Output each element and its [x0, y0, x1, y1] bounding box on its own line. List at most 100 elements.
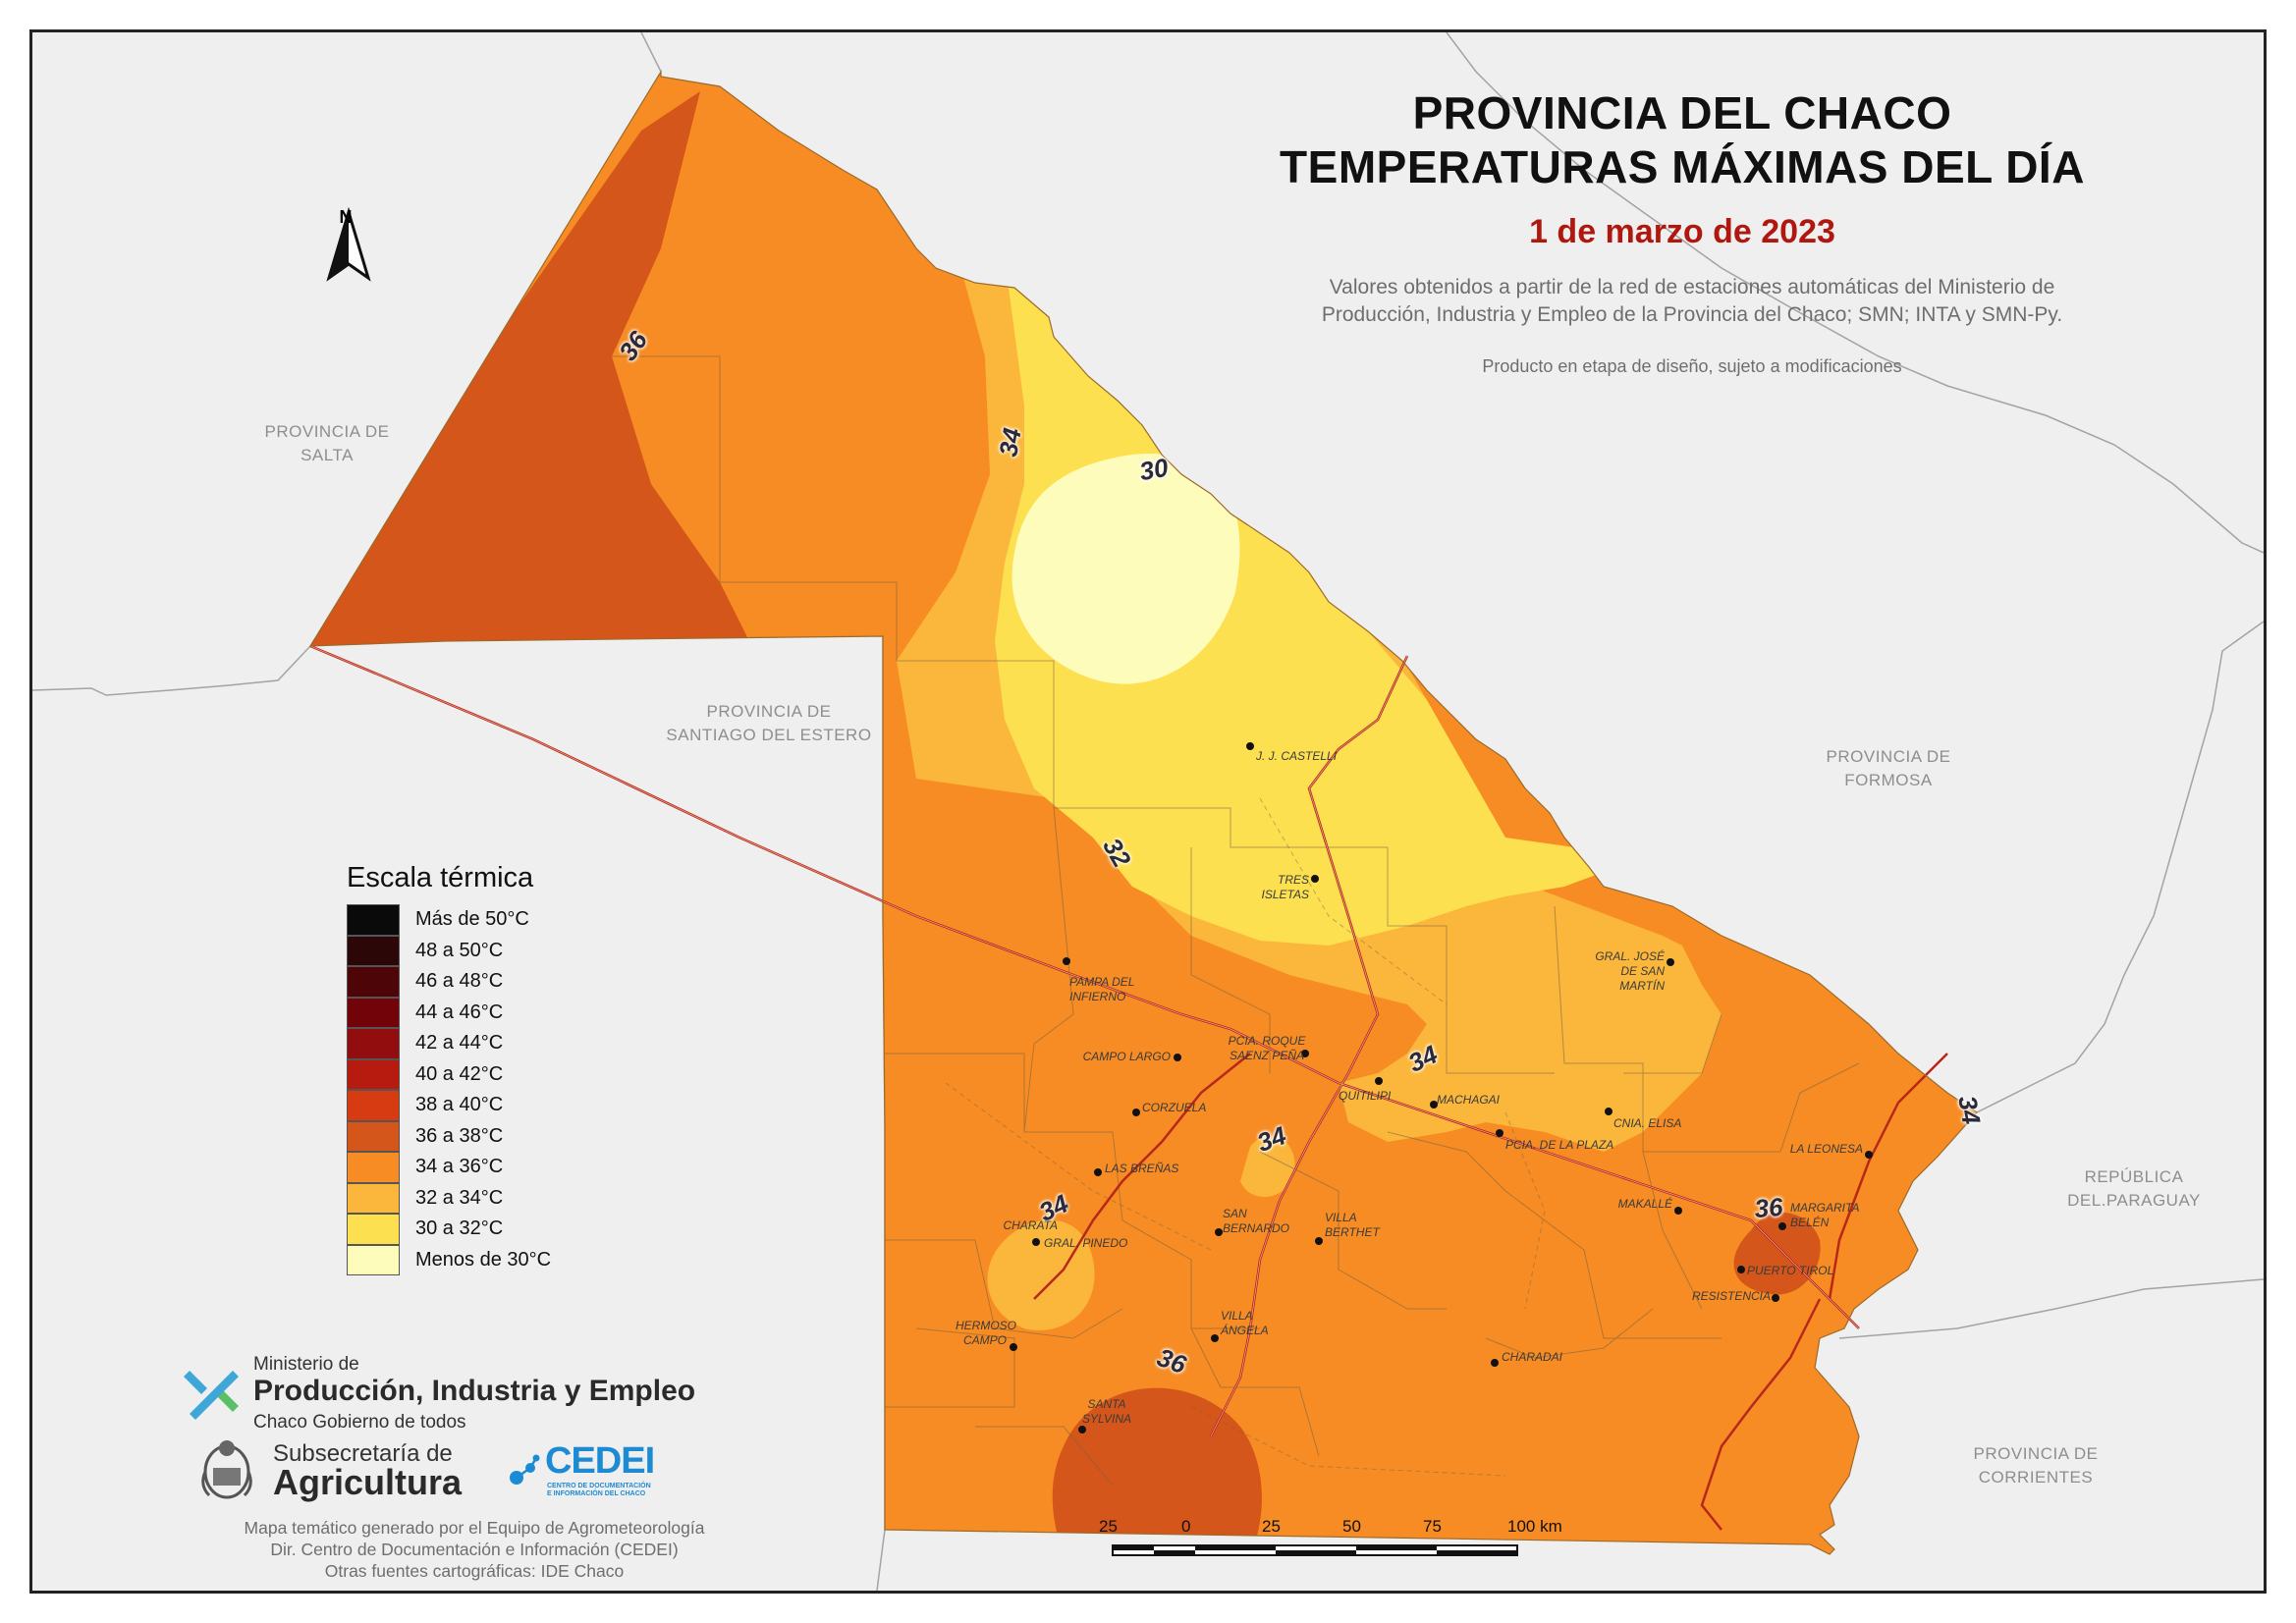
town-label: LAS BREÑAS: [1105, 1162, 1179, 1175]
legend-swatch: [347, 1214, 400, 1245]
town-marker: [1605, 1108, 1613, 1115]
legend-label: 34 a 36°C: [415, 1156, 504, 1178]
legend-item: 30 a 32°C: [347, 1214, 551, 1245]
town-marker: [1174, 1054, 1181, 1061]
town-marker: [1667, 958, 1674, 966]
legend-label: 46 a 48°C: [415, 970, 504, 993]
town-label: MARGARITA BELÉN: [1790, 1201, 1860, 1229]
region-salta: PROVINCIA DE SALTA: [264, 422, 390, 464]
town-marker: [1061, 1203, 1068, 1211]
town-label: VILLA ÁNGELA: [1221, 1309, 1269, 1337]
region-corrientes: PROVINCIA DE CORRIENTES: [1973, 1444, 2099, 1487]
legend-item: Más de 50°C: [347, 904, 551, 936]
town-label: CNIA. ELISA: [1613, 1116, 1682, 1130]
legend-swatch: [347, 904, 400, 936]
legend-title: Escala térmica: [347, 862, 534, 893]
legend-label: 42 a 44°C: [415, 1032, 504, 1055]
map-date: 1 de marzo de 2023: [1529, 213, 1835, 250]
town-marker: [1375, 1077, 1383, 1085]
legend-item: 48 a 50°C: [347, 935, 551, 966]
town-label: PUERTO TIROL: [1747, 1264, 1834, 1277]
town-label: GRAL. PINEDO: [1044, 1236, 1128, 1250]
subsecretaria-small-text: Subsecretaría de: [273, 1440, 453, 1467]
town-label: TRES ISLETAS: [1261, 873, 1309, 901]
town-label: CHARATA: [1003, 1218, 1058, 1232]
town-label: SAN BERNARDO: [1223, 1207, 1290, 1235]
scale-label: 25: [1262, 1517, 1281, 1536]
town-label: GRAL. JOSÉ DE SAN MARTÍN: [1595, 949, 1665, 993]
legend-swatch: [347, 935, 400, 966]
ministry-logo-icon: [182, 1363, 241, 1422]
legend-label: Menos de 30°C: [415, 1248, 552, 1271]
legend: Escala térmica Más de 50°C 48 a 50°C 46 a …: [347, 862, 551, 1275]
town-marker: [1246, 742, 1254, 750]
town-marker: [1032, 1238, 1040, 1246]
legend-swatch: [347, 997, 400, 1028]
legend-label: 36 a 38°C: [415, 1124, 504, 1147]
scale-bar: [1112, 1544, 1518, 1556]
minor-roads: [945, 797, 1546, 1477]
town-marker: [1315, 1237, 1323, 1245]
legend-swatch: [347, 1244, 400, 1275]
cedei-logo-icon: [509, 1452, 542, 1488]
town-marker: [1430, 1101, 1438, 1109]
map-title-line2: TEMPERATURAS MÁXIMAS DEL DÍA: [1280, 141, 2085, 192]
scale-label: 75: [1423, 1517, 1442, 1536]
town-marker: [1211, 1334, 1219, 1342]
department-boundaries: [612, 355, 1860, 1487]
cedei-name: CEDEI: [545, 1440, 655, 1482]
town-label: RESISTENCIA: [1691, 1289, 1771, 1303]
legend-item: 40 a 42°C: [347, 1058, 551, 1090]
north-arrow-icon: [326, 206, 371, 282]
credits: Mapa temático generado por el Equipo de …: [244, 1518, 705, 1581]
town-label: MAKALLÉ: [1617, 1197, 1672, 1211]
isotherm-label: 36: [1753, 1191, 1784, 1224]
legend-label: 44 a 46°C: [415, 1001, 504, 1023]
town-marker: [1094, 1168, 1102, 1176]
legend-label: 32 a 34°C: [415, 1186, 504, 1209]
town-markers: [1010, 742, 1873, 1434]
legend-item: 42 a 44°C: [347, 1028, 551, 1059]
town-marker: [1674, 1207, 1682, 1215]
legend-swatch: [347, 1182, 400, 1214]
town-marker: [1063, 957, 1070, 965]
town-label: CHARADAI: [1502, 1350, 1563, 1364]
town-label: LA LEONESA: [1789, 1142, 1863, 1156]
town-marker: [1215, 1228, 1223, 1236]
scale-label: 0: [1181, 1517, 1191, 1536]
map-description: Valores obtenidos a partir de la red de …: [1321, 276, 2063, 326]
ministry-small-text: Ministerio de: [253, 1354, 359, 1375]
legend-item: 36 a 38°C: [347, 1120, 551, 1152]
legend-label: 48 a 50°C: [415, 939, 504, 961]
town-marker: [1778, 1222, 1786, 1230]
legend-swatch: [347, 1028, 400, 1059]
subsecretaria-name: Agricultura: [273, 1462, 463, 1502]
north-label: N: [339, 207, 353, 227]
legend-swatch: [347, 966, 400, 998]
legend-item: 34 a 36°C: [347, 1152, 551, 1183]
town-marker: [1078, 1426, 1086, 1434]
town-label: PCIA. ROQUE SAENZ PEÑA: [1228, 1034, 1306, 1062]
ministry-subtitle: Chaco Gobierno de todos: [253, 1412, 466, 1433]
legend-swatch: [347, 1090, 400, 1121]
highways-inner: [309, 645, 1860, 1437]
legend-swatch: [347, 1152, 400, 1183]
legend-swatch: [347, 1120, 400, 1152]
temperature-zones: [310, 72, 1977, 1554]
town-label: CORZUELA: [1142, 1101, 1207, 1114]
town-label: MACHAGAI: [1437, 1093, 1501, 1107]
town-label: HERMOSO CAMPO: [956, 1319, 1017, 1347]
coat-of-arms-icon: [199, 1436, 254, 1501]
map-frame: PROVINCIA DEL CHACO TEMPERATURAS MÁXIMAS…: [29, 29, 2267, 1594]
town-marker: [1865, 1151, 1873, 1159]
scale-label: 25: [1099, 1517, 1118, 1536]
town-label: PCIA. DE LA PLAZA: [1505, 1138, 1614, 1152]
design-note: Producto en etapa de diseño, sujeto a mo…: [1482, 356, 1902, 376]
legend-label: Más de 50°C: [415, 908, 529, 931]
legend-item: Menos de 30°C: [347, 1244, 552, 1275]
town-label: SANTA SYLVINA: [1081, 1397, 1132, 1426]
town-marker: [1496, 1129, 1503, 1137]
town-marker: [1010, 1343, 1017, 1351]
map-title-line1: PROVINCIA DEL CHACO: [1412, 87, 1952, 138]
cedei-subtitle: CENTRO DE DOCUMENTACIÓN E INFORMACIÓN DEL…: [547, 1483, 651, 1497]
